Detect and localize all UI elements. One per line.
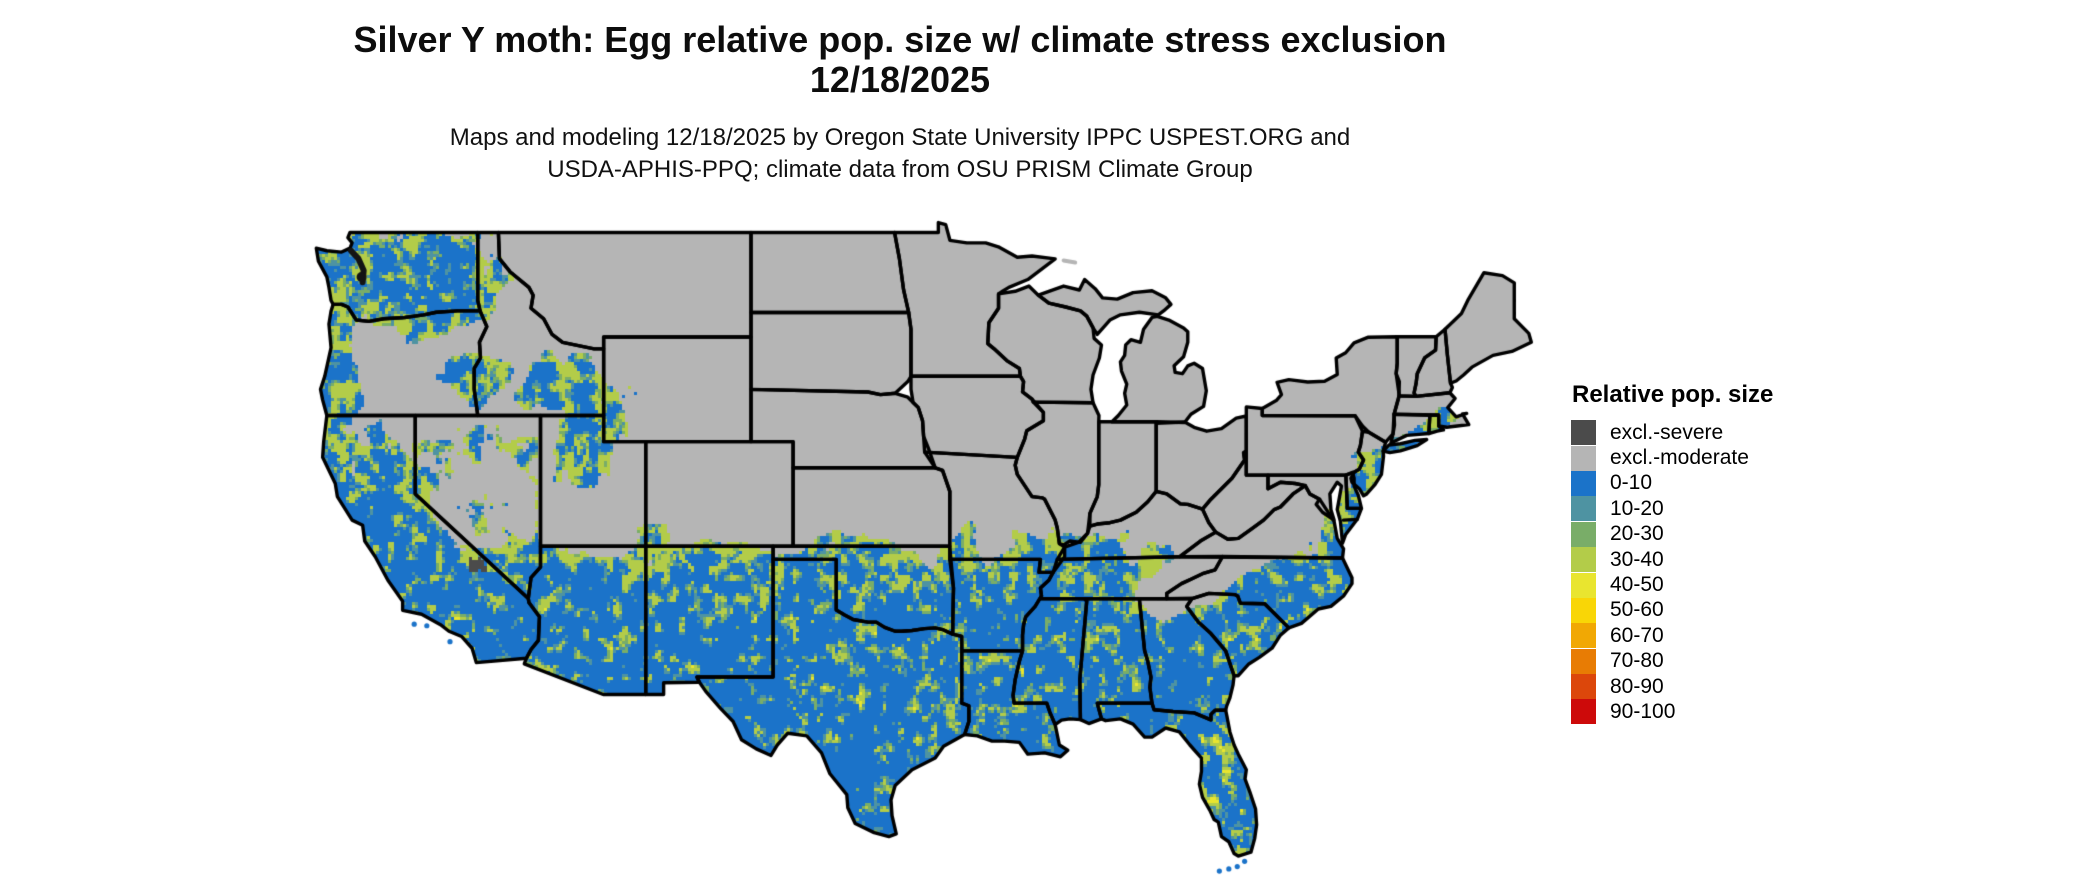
legend-entry: 40-50 [1571, 572, 1911, 598]
legend-swatch [1571, 623, 1596, 649]
legend-swatch [1571, 674, 1596, 700]
legend-entry: 50-60 [1571, 597, 1911, 623]
legend-title: Relative pop. size [1572, 381, 1774, 408]
us-map [280, 200, 1560, 890]
page-title-date: 12/18/2025 [809, 59, 991, 100]
legend-entry-label: 10-20 [1610, 496, 1664, 520]
legend-entry: 30-40 [1571, 547, 1911, 573]
legend-swatch [1571, 597, 1596, 623]
legend-swatch [1571, 496, 1596, 522]
legend-entry-label: 70-80 [1610, 649, 1664, 673]
legend-swatch [1571, 521, 1596, 547]
legend-swatch [1571, 445, 1596, 471]
legend-entry-label: 80-90 [1610, 674, 1664, 698]
legend-swatch [1571, 547, 1596, 573]
legend-entry-label: excl.-severe [1610, 420, 1724, 444]
page-subtitle-line2: USDA-APHIS-PPQ; climate data from OSU PR… [547, 156, 1253, 183]
legend-entry-label: 50-60 [1610, 598, 1664, 622]
legend-swatch [1571, 699, 1596, 725]
legend-entry-label: 0-10 [1610, 471, 1653, 495]
legend-entry-label: 20-30 [1610, 522, 1664, 546]
legend-swatch [1571, 420, 1596, 446]
legend-swatch [1571, 470, 1596, 496]
legend-entry: 90-100 [1571, 699, 1911, 725]
legend-entry-label: excl.-moderate [1610, 446, 1749, 470]
legend-entry: 80-90 [1571, 674, 1911, 700]
legend-entry: 0-10 [1571, 470, 1911, 496]
legend-entry: 20-30 [1571, 521, 1911, 547]
legend-entry: excl.-moderate [1571, 445, 1911, 471]
legend-entry: 60-70 [1571, 623, 1911, 649]
legend-swatch [1571, 572, 1596, 598]
legend-entry-label: 30-40 [1610, 547, 1664, 571]
legend-entry-label: 60-70 [1610, 623, 1664, 647]
legend: Relative pop. size excl.-severe excl.-mod… [1571, 381, 1911, 725]
subtitle-block: Maps and modeling 12/18/2025 by Oregon S… [0, 122, 1800, 186]
legend-entry-label: 90-100 [1610, 699, 1676, 723]
page-subtitle-line1: Maps and modeling 12/18/2025 by Oregon S… [449, 124, 1351, 151]
legend-entry: 10-20 [1571, 496, 1911, 522]
legend-entry: 70-80 [1571, 648, 1911, 674]
legend-entry: excl.-severe [1571, 420, 1911, 446]
legend-entry-label: 40-50 [1610, 573, 1664, 597]
legend-swatch [1571, 648, 1596, 674]
legend-rows: excl.-severe excl.-moderate 0-10 10-20 20-30… [1571, 420, 1911, 725]
page-title: Silver Y moth: Egg relative pop. size w/… [353, 19, 1447, 60]
title-block: Silver Y moth: Egg relative pop. size w/… [0, 20, 1800, 100]
